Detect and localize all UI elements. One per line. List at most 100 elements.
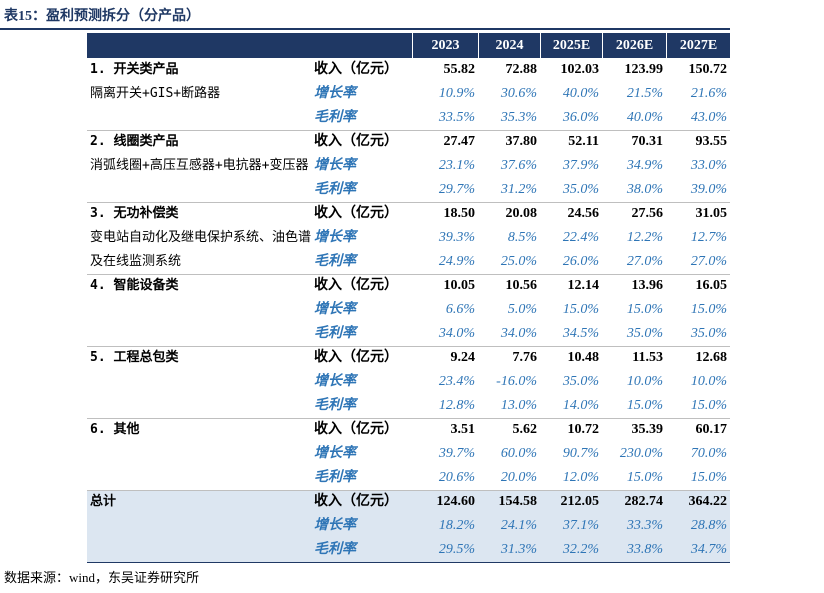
value-cell: 24.56 [567, 206, 600, 221]
value-cell: 8.5% [507, 230, 537, 245]
value-cell: 6.6% [445, 302, 475, 317]
column-header: 2025E [540, 33, 602, 58]
value-cell: -16.0% [496, 374, 537, 389]
row-label: 收入（亿元） [314, 494, 398, 509]
value-cell: 26.0% [562, 254, 599, 269]
value-cell: 40.0% [562, 86, 599, 101]
value-cell: 10.56 [505, 278, 538, 293]
row-label: 增长率 [314, 230, 356, 245]
value-cell: 37.9% [562, 158, 599, 173]
value-cell: 40.0% [626, 110, 663, 125]
value-cell: 23.1% [438, 158, 475, 173]
column-header: 2026E [602, 33, 666, 58]
row-label: 毛利率 [314, 254, 356, 269]
value-cell: 34.7% [690, 542, 727, 557]
group-separator [87, 130, 730, 131]
group-description: 隔离开关+GIS+断路器 [90, 86, 221, 101]
value-cell: 15.0% [690, 470, 727, 485]
row-label: 毛利率 [314, 470, 356, 485]
value-cell: 124.60 [436, 494, 476, 509]
value-cell: 32.2% [562, 542, 599, 557]
table-title: 表15：盈利预测拆分（分产品） [4, 9, 200, 24]
value-cell: 12.2% [626, 230, 663, 245]
value-cell: 24.1% [500, 518, 537, 533]
group-separator [87, 490, 730, 491]
value-cell: 14.0% [562, 398, 599, 413]
column-header: 2023 [412, 33, 478, 58]
row-label: 收入（亿元） [314, 350, 398, 365]
value-cell: 15.0% [690, 398, 727, 413]
value-cell: 15.0% [690, 302, 727, 317]
source-note: 数据来源：wind，东吴证券研究所 [4, 570, 200, 585]
value-cell: 16.05 [695, 278, 728, 293]
row-label: 增长率 [314, 446, 356, 461]
row-label: 增长率 [314, 374, 356, 389]
value-cell: 12.14 [567, 278, 600, 293]
value-cell: 3.51 [450, 422, 476, 437]
value-cell: 25.0% [500, 254, 537, 269]
value-cell: 5.62 [512, 422, 538, 437]
row-label: 收入（亿元） [314, 62, 398, 77]
value-cell: 37.80 [505, 134, 538, 149]
value-cell: 33.5% [438, 110, 475, 125]
value-cell: 52.11 [568, 134, 599, 149]
value-cell: 10.0% [626, 374, 663, 389]
value-cell: 15.0% [626, 398, 663, 413]
value-cell: 29.7% [438, 182, 475, 197]
value-cell: 154.58 [498, 494, 538, 509]
value-cell: 39.7% [438, 446, 475, 461]
value-cell: 13.0% [500, 398, 537, 413]
value-cell: 43.0% [690, 110, 727, 125]
value-cell: 27.0% [626, 254, 663, 269]
value-cell: 10.05 [443, 278, 476, 293]
value-cell: 10.0% [690, 374, 727, 389]
row-label: 毛利率 [314, 398, 356, 413]
value-cell: 13.96 [631, 278, 664, 293]
value-cell: 60.17 [695, 422, 728, 437]
value-cell: 10.48 [567, 350, 600, 365]
value-cell: 282.74 [624, 494, 664, 509]
row-label: 增长率 [314, 518, 356, 533]
value-cell: 10.72 [567, 422, 600, 437]
value-cell: 60.0% [500, 446, 537, 461]
value-cell: 27.56 [631, 206, 664, 221]
row-label: 毛利率 [314, 110, 356, 125]
value-cell: 93.55 [695, 134, 728, 149]
value-cell: 30.6% [500, 86, 537, 101]
value-cell: 212.05 [560, 494, 600, 509]
value-cell: 20.08 [505, 206, 538, 221]
value-cell: 12.68 [695, 350, 728, 365]
value-cell: 364.22 [688, 494, 728, 509]
value-cell: 36.0% [562, 110, 599, 125]
value-cell: 39.0% [690, 182, 727, 197]
value-cell: 31.3% [500, 542, 537, 557]
group-separator [87, 274, 730, 275]
value-cell: 12.8% [438, 398, 475, 413]
group-name: 2. 线圈类产品 [90, 134, 179, 149]
value-cell: 33.3% [626, 518, 663, 533]
value-cell: 55.82 [443, 62, 476, 77]
value-cell: 35.0% [690, 326, 727, 341]
value-cell: 10.9% [438, 86, 475, 101]
value-cell: 28.8% [690, 518, 727, 533]
value-cell: 38.0% [626, 182, 663, 197]
row-label: 毛利率 [314, 182, 356, 197]
row-label: 毛利率 [314, 326, 356, 341]
group-description: 变电站自动化及继电保护系统、油色谱及在线监测系统 [90, 230, 312, 269]
value-cell: 37.1% [562, 518, 599, 533]
value-cell: 34.0% [500, 326, 537, 341]
row-label: 毛利率 [314, 542, 356, 557]
row-label: 增长率 [314, 302, 356, 317]
value-cell: 70.0% [690, 446, 727, 461]
value-cell: 35.0% [562, 374, 599, 389]
value-cell: 123.99 [624, 62, 664, 77]
value-cell: 15.0% [626, 470, 663, 485]
value-cell: 35.39 [631, 422, 664, 437]
value-cell: 7.76 [512, 350, 538, 365]
value-cell: 33.8% [626, 542, 663, 557]
value-cell: 27.47 [443, 134, 476, 149]
group-name: 6. 其他 [90, 422, 140, 437]
value-cell: 20.0% [500, 470, 537, 485]
value-cell: 12.7% [690, 230, 727, 245]
